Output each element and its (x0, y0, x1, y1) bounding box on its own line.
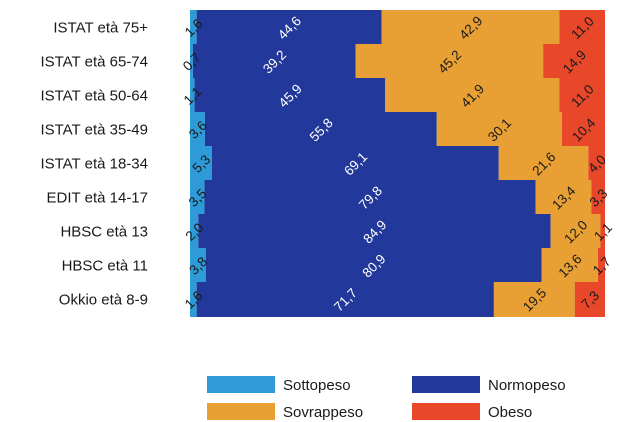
legend-swatch-obeso (412, 403, 480, 420)
bar-segment-normopeso (196, 282, 494, 317)
bar-segment-sovrappeso (385, 78, 560, 113)
bar-segment-sottopeso (190, 112, 205, 147)
bar-segment-normopeso (196, 10, 382, 45)
bar-segment-obeso (597, 248, 606, 283)
legend-label: Sovrappeso (283, 404, 363, 421)
bar-segment-sottopeso (190, 146, 212, 181)
bar-segment-sottopeso (190, 214, 199, 249)
legend-label: Obeso (488, 404, 532, 421)
category-label: ISTAT età 50-64 (40, 88, 148, 105)
legend-swatch-normopeso (412, 376, 480, 393)
category-label: ISTAT età 75+ (53, 20, 148, 37)
bars-layer (190, 10, 606, 317)
bar-segment-normopeso (205, 248, 542, 283)
bar-segment-obeso (559, 78, 605, 113)
bar-segment-obeso (559, 10, 605, 45)
bar-segment-obeso (588, 146, 605, 181)
bar-segment-obeso (574, 282, 605, 317)
bar-segment-normopeso (204, 112, 437, 147)
category-labels-layer: ISTAT età 75+ ISTAT età 65-74 ISTAT età 50… (40, 20, 148, 309)
legend-label: Sottopeso (283, 377, 351, 394)
bar-segment-sovrappeso (535, 180, 592, 215)
category-label: ISTAT età 65-74 (40, 54, 148, 71)
legend: Sottopeso Normopeso Sovrappeso Obeso (207, 376, 566, 421)
category-label: EDIT età 14-17 (47, 190, 148, 207)
bar-segment-sovrappeso (436, 112, 562, 147)
bar-segment-normopeso (204, 180, 536, 215)
bar-segment-sottopeso (190, 248, 206, 283)
bar-segment-sovrappeso (550, 214, 601, 249)
bar-segment-sottopeso (190, 180, 205, 215)
bar-segment-normopeso (212, 146, 499, 181)
bar-segment-sovrappeso (493, 282, 575, 317)
bar-segment-obeso (591, 180, 606, 215)
bar-segment-normopeso (198, 214, 551, 249)
category-label: ISTAT età 35-49 (40, 122, 148, 139)
bar-segment-normopeso (192, 44, 356, 79)
bar-segment-normopeso (194, 78, 386, 113)
bar-segment-obeso (543, 44, 605, 79)
bar-segment-sovrappeso (381, 10, 560, 45)
bar-segment-sottopeso (190, 282, 197, 317)
bar-segment-sovrappeso (355, 44, 544, 79)
legend-swatch-sottopeso (207, 376, 275, 393)
category-label: ISTAT età 18-34 (40, 156, 148, 173)
bar-segment-sovrappeso (498, 146, 589, 181)
legend-label: Normopeso (488, 377, 566, 394)
bar-segment-sottopeso (190, 78, 195, 113)
bar-segment-sottopeso (190, 44, 193, 79)
bar-segment-sovrappeso (541, 248, 598, 283)
category-label: HBSC età 13 (60, 224, 148, 241)
legend-swatch-sovrappeso (207, 403, 275, 420)
bar-segment-obeso (561, 112, 605, 147)
category-label: Okkio età 8-9 (59, 292, 148, 309)
bar-segment-obeso (600, 214, 605, 249)
bar-segment-sottopeso (190, 10, 197, 45)
category-label: HBSC età 11 (62, 258, 148, 275)
